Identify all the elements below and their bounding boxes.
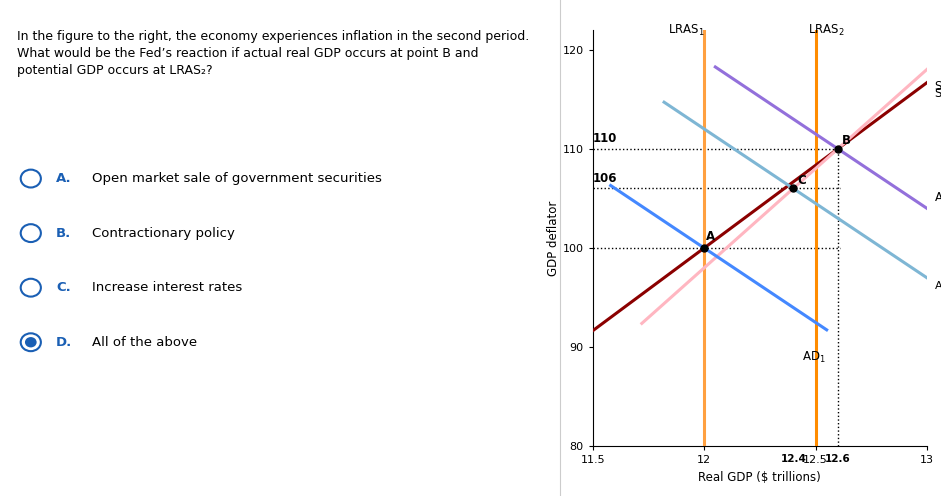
X-axis label: Real GDP ($ trillions): Real GDP ($ trillions)	[698, 471, 821, 484]
Text: AD$_2$: AD$_2$	[933, 191, 941, 206]
Text: D.: D.	[56, 336, 72, 349]
Text: AD$_{2,(policy)}$: AD$_{2,(policy)}$	[933, 279, 941, 296]
Text: In the figure to the right, the economy experiences inflation in the second peri: In the figure to the right, the economy …	[17, 30, 529, 77]
Text: A.: A.	[56, 172, 72, 185]
Text: 12.6: 12.6	[825, 454, 851, 464]
Text: LRAS$_1$: LRAS$_1$	[668, 23, 705, 38]
Text: B.: B.	[56, 227, 72, 240]
Text: Open market sale of government securities: Open market sale of government securitie…	[92, 172, 382, 185]
Text: A: A	[707, 230, 715, 243]
Circle shape	[21, 333, 40, 351]
Text: AD$_1$: AD$_1$	[802, 350, 826, 365]
Text: B: B	[842, 134, 852, 147]
Text: SRAS$_1$: SRAS$_1$	[933, 80, 941, 95]
Y-axis label: GDP deflator: GDP deflator	[547, 200, 560, 276]
Text: LRAS$_2$: LRAS$_2$	[808, 23, 845, 38]
Circle shape	[21, 224, 40, 242]
Text: 106: 106	[593, 172, 617, 185]
Text: Increase interest rates: Increase interest rates	[92, 281, 243, 294]
Circle shape	[25, 337, 37, 347]
Text: 110: 110	[593, 132, 617, 145]
Text: SRAS$_2$: SRAS$_2$	[933, 87, 941, 102]
Circle shape	[21, 170, 40, 187]
Text: 12.4: 12.4	[780, 454, 806, 464]
Text: Contractionary policy: Contractionary policy	[92, 227, 235, 240]
Text: C: C	[798, 174, 806, 186]
Text: All of the above: All of the above	[92, 336, 198, 349]
Text: C.: C.	[56, 281, 71, 294]
Circle shape	[21, 279, 40, 297]
